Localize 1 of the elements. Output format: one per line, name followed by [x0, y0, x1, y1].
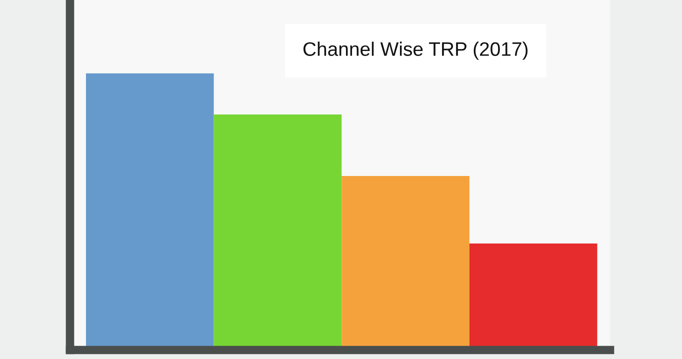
- chart-title: Channel Wise TRP (2017): [303, 42, 528, 60]
